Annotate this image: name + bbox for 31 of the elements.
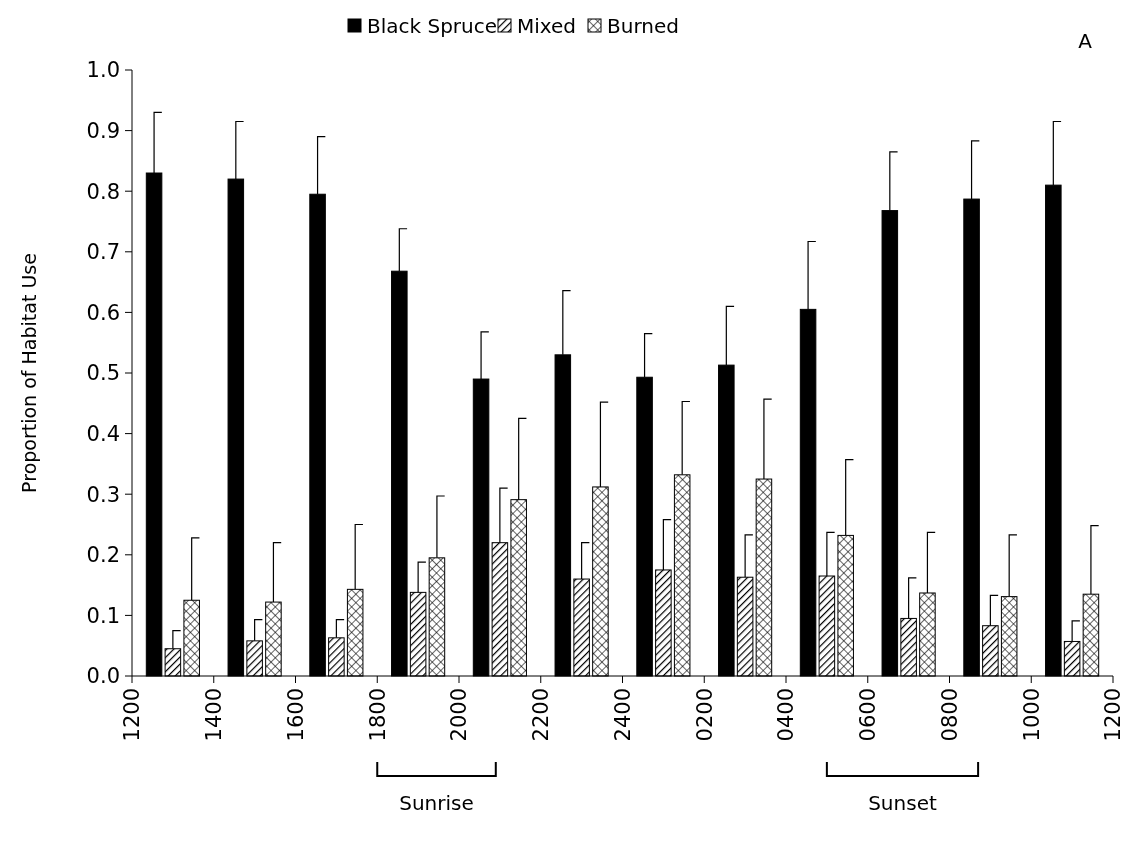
y-tick-label: 0.1 [86, 603, 120, 628]
x-tick-label: 1400 [202, 688, 227, 742]
y-axis-title: Proportion of Habitat Use [18, 253, 40, 493]
legend-label: Mixed [517, 14, 577, 38]
y-tick-label: 0.3 [86, 482, 120, 507]
y-tick-label: 0.8 [86, 179, 120, 204]
y-tick-label: 0.5 [86, 361, 120, 386]
x-tick-label: 1000 [1019, 688, 1044, 742]
y-tick-label: 0.6 [86, 300, 120, 325]
text: Sunset [868, 791, 937, 815]
text: Sunrise [399, 791, 474, 815]
x-tick-label: 0400 [774, 688, 799, 742]
y-tick-label: 0.0 [86, 664, 120, 689]
y-tick-label: 0.2 [86, 543, 120, 568]
x-tick-label: 1800 [365, 688, 390, 742]
x-tick-label: 0200 [692, 688, 717, 742]
x-tick-label: 2400 [610, 688, 635, 742]
x-tick-label: 1600 [283, 688, 308, 742]
y-tick-label: 0.7 [86, 240, 120, 265]
x-tick-label: 2200 [529, 688, 554, 742]
x-tick-label: 2000 [447, 688, 472, 742]
y-tick-label: 0.9 [86, 118, 120, 143]
text: A [1078, 29, 1093, 53]
x-tick-label: 1200 [1101, 688, 1126, 742]
y-tick-label: 1.0 [86, 58, 120, 83]
y-tick-label: 0.4 [86, 421, 120, 446]
x-tick-label: 0600 [856, 688, 881, 742]
x-tick-label: 1200 [120, 688, 145, 742]
x-tick-label: 0800 [937, 688, 962, 742]
legend-label: Burned [607, 14, 679, 38]
legend-label: Black Spruce [367, 14, 498, 38]
